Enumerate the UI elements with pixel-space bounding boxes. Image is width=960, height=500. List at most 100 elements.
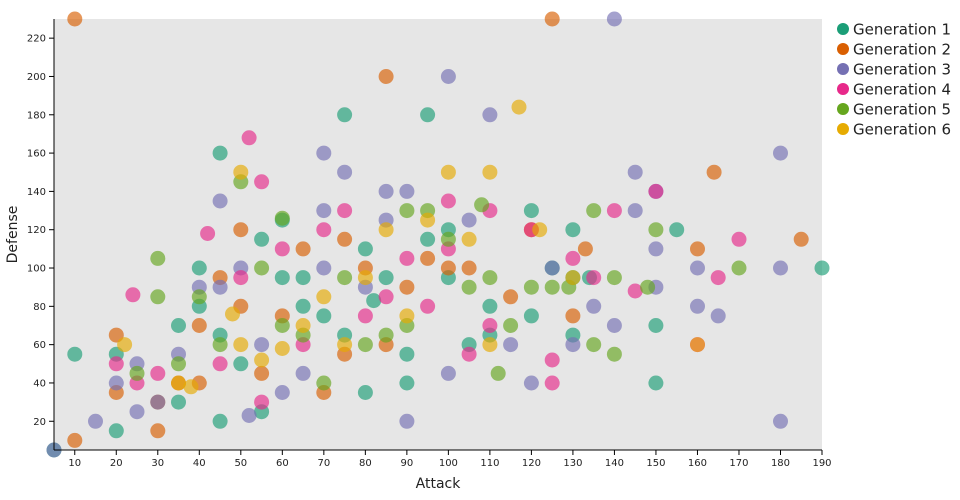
data-point-gen4-28 xyxy=(606,203,622,219)
data-point-gen1-1 xyxy=(67,346,83,362)
data-point-gen5-0 xyxy=(129,365,145,381)
x-tick-label: 60 xyxy=(276,458,289,469)
x-tick-label: 100 xyxy=(439,458,458,469)
data-point-gen3-30 xyxy=(544,260,560,276)
y-tick-label: 220 xyxy=(27,34,46,45)
data-point-gen1-41 xyxy=(648,318,664,333)
legend-label-gen1: Generation 1 xyxy=(853,21,951,39)
data-point-gen1-19 xyxy=(337,107,353,123)
legend-swatch-gen5 xyxy=(837,103,849,115)
x-tick-label: 180 xyxy=(771,458,790,469)
data-point-gen5-13 xyxy=(357,337,373,353)
data-point-gen3-17 xyxy=(316,260,332,276)
data-point-gen3-20 xyxy=(378,183,394,199)
data-point-gen1-43 xyxy=(669,222,685,238)
data-point-gen2-1 xyxy=(67,432,83,448)
legend-swatch-gen2 xyxy=(837,43,849,55)
data-point-gen4-4 xyxy=(200,226,216,241)
data-point-gen2-25 xyxy=(503,289,519,305)
x-tick-label: 90 xyxy=(400,458,413,469)
legend-label-gen4: Generation 4 xyxy=(853,81,951,99)
data-point-gen3-5 xyxy=(150,394,166,410)
data-point-gen4-10 xyxy=(274,241,290,257)
data-point-gen1-44 xyxy=(814,260,830,276)
data-point-gen2-30 xyxy=(690,241,705,257)
data-point-gen4-16 xyxy=(399,250,415,266)
x-tick-label: 120 xyxy=(522,458,541,469)
data-point-gen6-15 xyxy=(440,164,456,180)
data-point-gen5-15 xyxy=(399,203,415,219)
data-point-gen6-14 xyxy=(420,212,436,228)
y-tick-label: 20 xyxy=(33,417,46,428)
data-point-gen3-44 xyxy=(773,260,788,276)
plot-background xyxy=(54,19,822,450)
data-point-gen4-13 xyxy=(337,203,353,219)
data-point-gen1-33 xyxy=(482,298,498,314)
data-point-gen2-28 xyxy=(565,308,581,324)
points-layer xyxy=(46,11,830,458)
legend-label-gen6: Generation 6 xyxy=(853,121,951,139)
data-point-gen3-12 xyxy=(254,337,270,353)
data-point-gen6-0 xyxy=(117,337,133,353)
data-point-gen6-16 xyxy=(461,231,477,247)
y-tick-label: 80 xyxy=(33,302,46,313)
data-point-gen1-18 xyxy=(316,308,332,324)
x-tick-label: 40 xyxy=(193,458,206,469)
data-point-gen1-22 xyxy=(357,385,373,400)
data-point-gen5-24 xyxy=(523,279,539,295)
data-point-gen3-42 xyxy=(710,308,726,324)
legend-swatch-gen3 xyxy=(837,63,849,75)
data-point-gen3-35 xyxy=(627,203,643,219)
data-point-gen4-5 xyxy=(212,356,228,372)
y-tick-label: 200 xyxy=(27,72,46,83)
data-point-gen1-17 xyxy=(295,270,311,286)
data-point-gen4-20 xyxy=(461,346,477,362)
legend-label-gen2: Generation 2 xyxy=(853,41,951,59)
y-tick-label: 60 xyxy=(33,340,46,351)
data-point-gen3-36 xyxy=(627,164,643,180)
data-point-gen4-8 xyxy=(254,174,270,190)
legend-label-gen5: Generation 5 xyxy=(853,101,951,119)
x-tick-label: 160 xyxy=(688,458,707,469)
data-point-gen4-14 xyxy=(357,308,373,324)
y-tick-label: 160 xyxy=(27,149,46,160)
data-point-gen1-14 xyxy=(274,270,290,286)
data-point-gen3-8 xyxy=(212,193,228,209)
data-point-gen3-11 xyxy=(241,408,257,423)
data-point-gen2-12 xyxy=(254,365,270,381)
data-point-gen3-1 xyxy=(88,413,103,429)
data-point-gen3-2 xyxy=(108,375,124,391)
data-point-gen5-32 xyxy=(648,222,664,238)
data-point-gen5-7 xyxy=(254,260,270,276)
data-point-gen2-31 xyxy=(706,164,722,180)
data-point-gen3-27 xyxy=(482,107,498,123)
data-point-gen6-6 xyxy=(254,352,270,368)
data-point-gen3-40 xyxy=(690,298,705,314)
data-point-gen5-5 xyxy=(212,337,228,353)
data-point-gen3-45 xyxy=(773,413,788,429)
data-point-gen5-9 xyxy=(274,318,290,333)
data-point-gen5-18 xyxy=(440,231,456,247)
data-point-gen4-26 xyxy=(565,250,581,266)
data-point-gen3-33 xyxy=(606,11,622,27)
data-point-gen5-1 xyxy=(150,250,166,266)
data-point-gen5-19 xyxy=(461,279,477,295)
data-point-gen6-13 xyxy=(399,308,415,324)
x-tick-label: 10 xyxy=(68,458,81,469)
data-point-gen5-4 xyxy=(191,289,207,305)
x-tick-label: 140 xyxy=(605,458,624,469)
data-point-gen2-0 xyxy=(67,11,83,27)
legend-swatch-gen1 xyxy=(837,23,849,35)
y-axis-title: Defense xyxy=(5,206,21,264)
data-point-gen4-15 xyxy=(378,289,394,305)
data-point-gen3-24 xyxy=(440,69,456,84)
data-point-gen5-30 xyxy=(606,346,622,362)
data-point-gen3-28 xyxy=(503,337,519,353)
data-point-gen4-0 xyxy=(108,356,124,372)
data-point-gen5-29 xyxy=(606,270,622,286)
data-point-gen5-3 xyxy=(171,356,186,372)
data-point-gen6-2 xyxy=(183,379,199,395)
data-point-gen5-2 xyxy=(150,289,166,305)
data-point-gen3-32 xyxy=(586,298,602,314)
data-point-gen3-29 xyxy=(523,375,539,391)
